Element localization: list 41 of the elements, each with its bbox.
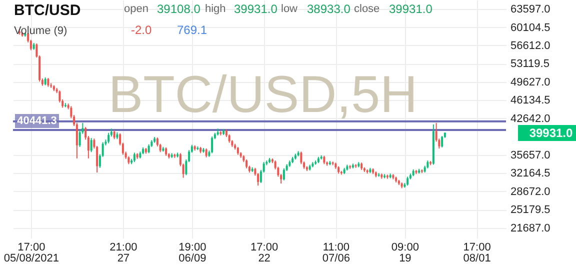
candlestick <box>90 138 92 153</box>
candlestick <box>441 135 444 148</box>
x-tick-label: 19:00 06/09 <box>178 242 206 264</box>
y-tick-label: 21687.0 <box>510 222 550 234</box>
candlestick <box>108 132 110 144</box>
annotation: 39931.0 <box>234 2 278 16</box>
annotation: 39931.0 <box>389 2 433 16</box>
y-tick-label: 28672.0 <box>510 186 550 198</box>
chart-title: BTC/USD <box>14 2 81 19</box>
candlestick <box>282 168 285 181</box>
y-tick-label: 53119.5 <box>510 58 550 70</box>
text: 39931.0 <box>529 126 574 140</box>
x-tick-label: 17:00 08/01 <box>463 242 491 264</box>
y-tick-label: 56612.0 <box>510 40 550 52</box>
x-tick-label: 17:00 05/08/2021 <box>4 242 59 264</box>
annotation: 38933.0 <box>307 2 351 16</box>
annotation: close <box>354 3 380 15</box>
annotation: open <box>124 3 148 15</box>
candlestick <box>211 136 214 154</box>
y-tick-label: 63597.0 <box>510 4 550 16</box>
ref-line-label: 40441.3 <box>17 114 57 127</box>
y-tick-label: 49627.0 <box>510 76 550 88</box>
y-tick-label: 32164.5 <box>510 168 550 180</box>
y-tick-label: 25179.5 <box>510 204 550 216</box>
annotation: 769.1 <box>177 23 208 37</box>
x-tick-label: 11:00 07/06 <box>322 242 350 264</box>
candlestick <box>300 151 302 165</box>
y-tick-label: 46134.5 <box>510 94 550 107</box>
annotation: BTC/USD,5H <box>108 66 418 124</box>
x-tick-label: 09:00 19 <box>391 242 419 264</box>
candlestick <box>58 90 61 104</box>
y-tick-label: 35657.0 <box>510 149 550 162</box>
y-tick-label: 42642.0 <box>510 112 550 125</box>
annotation: 39108.0 <box>157 2 201 16</box>
candlestick <box>133 152 136 163</box>
x-tick-label: 21:00 27 <box>110 242 138 264</box>
annotation: low <box>281 3 298 15</box>
y-tick-label: 60104.5 <box>510 22 550 34</box>
annotation: -2.0 <box>131 23 152 37</box>
x-tick-label: 17:00 22 <box>250 242 278 264</box>
annotation: high <box>205 3 226 15</box>
